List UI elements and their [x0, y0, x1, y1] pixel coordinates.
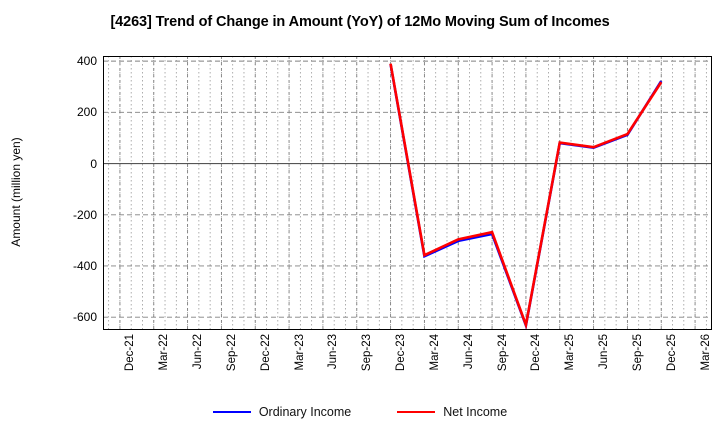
x-tick-label: Dec-25	[665, 334, 678, 372]
minor-gridlines	[108, 56, 707, 330]
x-tick-label: Dec-22	[259, 334, 272, 372]
x-tick-label: Dec-23	[395, 334, 408, 372]
x-tick-label: Sep-22	[225, 334, 238, 372]
chart-legend: Ordinary Income Net Income	[0, 405, 720, 419]
series-line-net-income	[389, 63, 663, 330]
x-tick-label: Sep-25	[631, 334, 644, 372]
y-tick-label: -600	[72, 310, 97, 325]
y-axis-tick-labels: 400 200 0 -200 -400 -600	[33, 54, 97, 330]
x-tick-label: Mar-22	[158, 334, 171, 371]
legend-item[interactable]: Net Income	[397, 405, 507, 419]
series-lines	[389, 63, 663, 330]
x-tick-label: Jun-22	[192, 334, 205, 370]
y-tick-label: -400	[72, 258, 97, 273]
plot-svg	[103, 56, 712, 330]
legend-label: Net Income	[443, 405, 508, 419]
y-tick-label: -200	[72, 207, 97, 222]
legend-item[interactable]: Ordinary Income	[212, 405, 352, 419]
y-tick-label: 200	[76, 105, 97, 120]
x-tick-label: Mar-25	[564, 334, 577, 371]
x-axis-tick-labels: Dec-21 Mar-22 Jun-22 Sep-22 Dec-22 Mar-23 Jun-…	[103, 334, 712, 394]
legend-swatch-icon	[397, 411, 436, 413]
x-tick-label: Jun-25	[598, 334, 611, 370]
x-tick-label: Mar-24	[428, 334, 441, 371]
y-tick-label: 400	[76, 54, 97, 69]
x-tick-label: Sep-23	[361, 334, 374, 372]
y-axis-label: Amount (million yen)	[9, 137, 23, 247]
plot-area	[103, 56, 712, 330]
x-tick-label: Mar-26	[699, 334, 712, 371]
x-tick-label: Dec-24	[530, 334, 543, 372]
chart-title: [4263] Trend of Change in Amount (YoY) o…	[110, 14, 610, 30]
plot-border	[103, 56, 712, 330]
legend-label: Ordinary Income	[258, 405, 352, 419]
x-tick-label: Jun-24	[462, 334, 475, 370]
x-tick-label: Dec-21	[124, 334, 137, 372]
legend-swatch-icon	[212, 411, 251, 413]
major-y-gridlines	[103, 60, 712, 318]
x-tick-label: Jun-23	[327, 334, 340, 370]
major-x-gridlines	[119, 56, 696, 330]
y-tick-label: 0	[90, 156, 97, 171]
x-tick-label: Mar-23	[293, 334, 306, 371]
x-tick-label: Sep-24	[496, 334, 509, 372]
